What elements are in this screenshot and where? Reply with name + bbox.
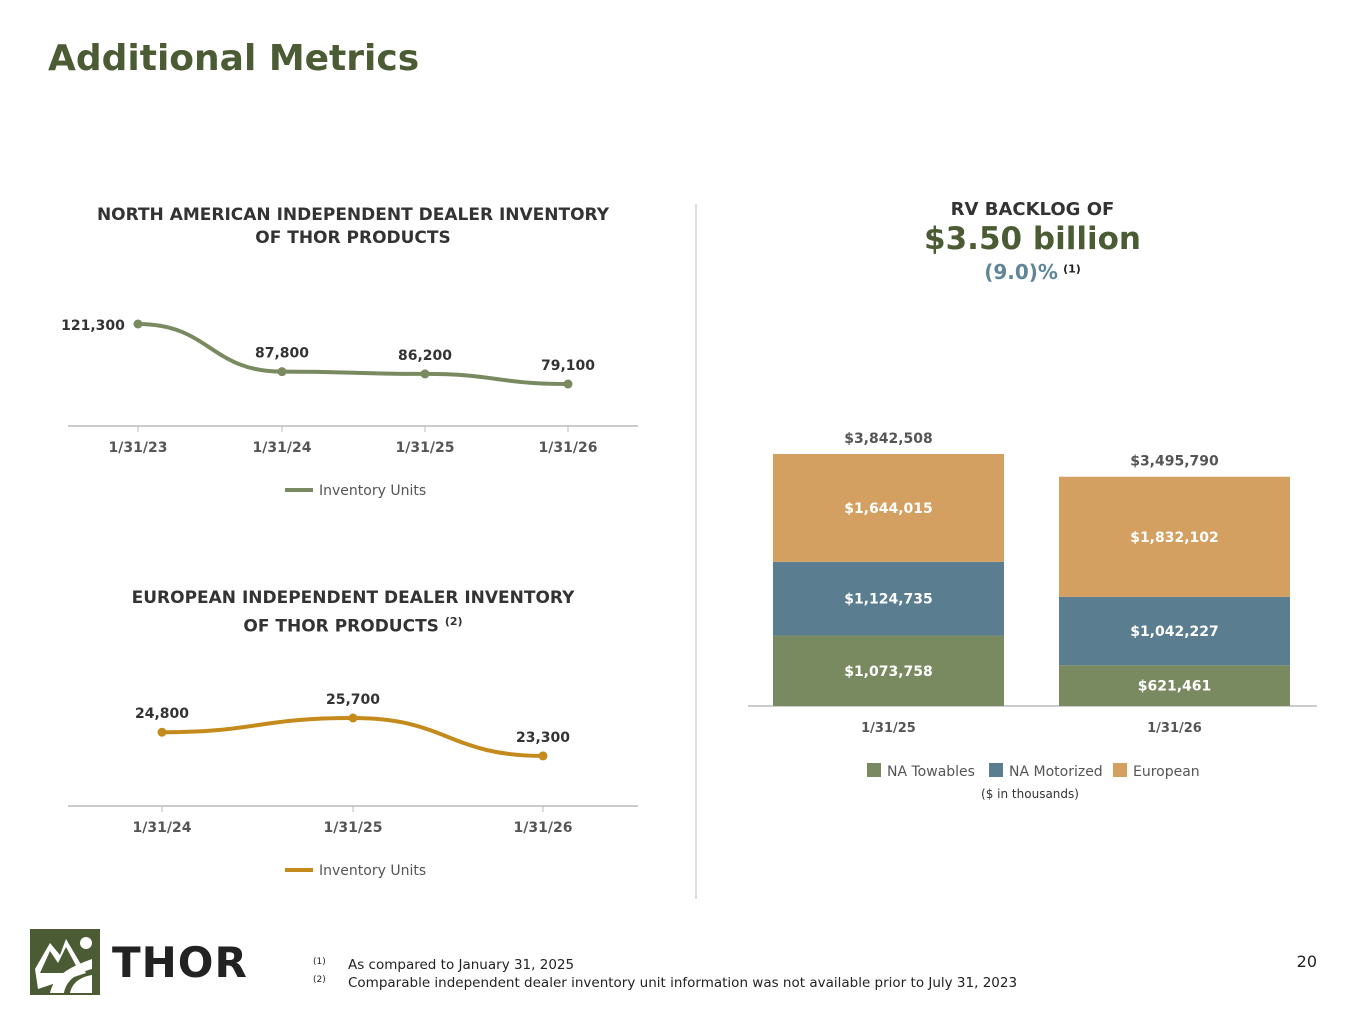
eu-chart-title: EUROPEAN INDEPENDENT DEALER INVENTORY OF… — [68, 587, 638, 639]
data-label: 23,300 — [516, 730, 570, 746]
bar-segment — [1059, 476, 1290, 597]
data-point — [277, 367, 287, 377]
data-label: 87,800 — [255, 346, 309, 362]
data-point — [538, 751, 548, 761]
total-label: $3,495,790 — [1130, 454, 1219, 470]
data-label: 25,700 — [326, 692, 380, 708]
x-tick-label: 1/31/26 — [539, 440, 598, 456]
segment-label: $1,073,758 — [844, 664, 933, 680]
bar-segment — [773, 561, 1004, 636]
series-line — [161, 715, 544, 758]
bar-segment — [1059, 596, 1290, 666]
x-tick-label: 1/31/23 — [109, 440, 168, 456]
x-tick-label: 1/31/24 — [253, 440, 312, 456]
eu-title-line2: OF THOR PRODUCTS — [243, 616, 439, 637]
data-label: 24,800 — [135, 706, 189, 722]
series-line — [137, 322, 569, 387]
data-point — [348, 713, 358, 723]
data-point — [133, 319, 143, 329]
eu-title-note: (2) — [444, 615, 463, 628]
footnote-2-mark: (2) — [313, 975, 326, 985]
legend-swatch — [989, 763, 1003, 777]
legend-label: Inventory Units — [319, 483, 426, 499]
footnote-1-mark: (1) — [313, 957, 326, 967]
legend-swatch — [867, 763, 881, 777]
bar-segment — [773, 635, 1004, 706]
thor-logo-icon — [30, 929, 100, 995]
units-note: ($ in thousands) — [981, 787, 1079, 801]
segment-label: $621,461 — [1138, 679, 1212, 695]
data-point — [157, 727, 167, 737]
page-title: Additional Metrics — [48, 38, 420, 79]
na-inventory-chart: 121,300 1/31/23 87,800 1/31/24 86,200 1/31/25… — [61, 318, 638, 499]
data-label: 121,300 — [61, 318, 125, 334]
x-tick-label: 1/31/26 — [514, 820, 573, 836]
backlog-bar-chart: $1,073,758 $1,124,735 $1,644,015 $3,842,508… — [748, 431, 1317, 801]
legend-label: NA Motorized — [1009, 764, 1103, 780]
segment-label: $1,042,227 — [1130, 624, 1219, 640]
na-title-line1: NORTH AMERICAN INDEPENDENT DEALER INVENT… — [96, 205, 610, 225]
bar-segment — [1059, 665, 1290, 706]
data-label: 86,200 — [398, 348, 452, 364]
eu-title-line1: EUROPEAN INDEPENDENT DEALER INVENTORY — [131, 588, 575, 608]
legend-swatch — [1113, 763, 1127, 777]
data-point — [420, 369, 430, 379]
backlog-amount: $3.50 billion — [924, 221, 1141, 257]
backlog-change: (9.0)% — [984, 260, 1058, 284]
x-tick-label: 1/31/25 — [396, 440, 455, 456]
segment-label: $1,832,102 — [1130, 530, 1219, 546]
legend-label: Inventory Units — [319, 863, 426, 879]
na-title-line2: OF THOR PRODUCTS — [255, 228, 451, 248]
x-tick-label: 1/31/25 — [861, 721, 916, 736]
backlog-change-note: (1) — [1063, 262, 1081, 276]
segment-label: $1,124,735 — [844, 592, 933, 608]
na-chart-title: NORTH AMERICAN INDEPENDENT DEALER INVENT… — [68, 204, 638, 250]
footnote-1-text: As compared to January 31, 2025 — [348, 957, 575, 973]
data-label: 79,100 — [541, 358, 595, 374]
footnote-2: (2) Comparable independent dealer invent… — [313, 975, 1017, 992]
legend-label: NA Towables — [887, 764, 975, 780]
bar-segment — [773, 454, 1004, 562]
page-number: 20 — [1296, 952, 1317, 971]
eu-inventory-chart: 24,800 1/31/24 25,700 1/31/25 23,300 1/31/26 I… — [68, 692, 638, 879]
segment-label: $1,644,015 — [844, 501, 933, 517]
total-label: $3,842,508 — [844, 431, 933, 447]
footnote-2-text: Comparable independent dealer inventory … — [348, 975, 1018, 991]
x-tick-label: 1/31/26 — [1147, 721, 1202, 736]
x-tick-label: 1/31/25 — [324, 820, 383, 836]
x-tick-label: 1/31/24 — [133, 820, 192, 836]
backlog-heading: RV BACKLOG OF — [950, 199, 1115, 220]
legend-label: European — [1133, 764, 1200, 780]
thor-logo-text: THOR — [112, 938, 248, 987]
divider — [695, 204, 697, 899]
backlog-header: RV BACKLOG OF $3.50 billion (9.0)% (1) — [760, 199, 1305, 284]
footnote-1: (1) As compared to January 31, 2025 — [313, 957, 574, 974]
data-point — [563, 379, 573, 389]
